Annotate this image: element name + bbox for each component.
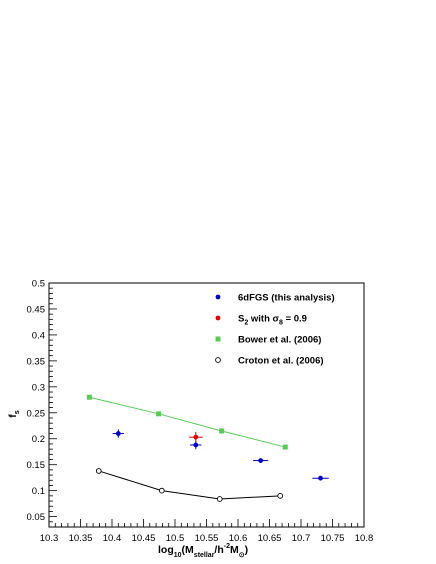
y-tick-label: 0.5: [32, 279, 45, 290]
y-tick-label: 0.25: [27, 408, 46, 419]
series-line: [89, 396, 286, 448]
y-tick-label: 0.05: [27, 512, 46, 523]
series-2: [86, 394, 288, 450]
y-tick-label: 0.1: [32, 486, 45, 497]
series-1: [188, 431, 203, 443]
y-axis-title-base: f: [7, 414, 19, 418]
legend-label-part: with: [248, 314, 272, 325]
x-axis-title-open: (M: [182, 544, 194, 556]
legend-label: Bower et al. (2006): [238, 335, 321, 346]
x-tick-label: 10.35: [69, 533, 93, 544]
legend-item-3: Croton et al. (2006): [215, 356, 324, 367]
y-tick-label: 0.45: [27, 304, 46, 315]
axis-tick-labels: 10.3 10.35 10.4 10.45 10.5 10.55 10.6 10.65 10.7…: [27, 279, 374, 545]
x-tick-label: 10.5: [166, 533, 185, 544]
legend-label-part: 2: [244, 320, 248, 327]
legend: 6dFGS (this analysis) S2 with σ8 = 0.9 Bow…: [215, 293, 335, 367]
series-3: [95, 468, 284, 502]
x-tick-label: 10.6: [229, 533, 248, 544]
data-point: [277, 493, 284, 499]
y-axis-title: fs: [7, 410, 21, 418]
data-point: [86, 394, 92, 400]
y-tick-label: 0.35: [27, 356, 46, 367]
x-tick-label: 10.8: [355, 533, 374, 544]
x-tick-label: 10.7: [292, 533, 311, 544]
legend-marker: [215, 294, 221, 300]
x-tick-label: 10.3: [40, 533, 59, 544]
legend-label: Croton et al. (2006): [238, 356, 324, 367]
x-axis-title-exp: -2: [224, 543, 230, 550]
legend-label-part: σ: [273, 314, 280, 325]
legend-label-part: 8: [279, 320, 283, 327]
x-axis-title-close: ): [245, 544, 249, 556]
x-axis-title-mid: /h: [214, 544, 223, 556]
data-point: [318, 475, 323, 481]
data-point: [193, 442, 199, 448]
x-tick-label: 10.75: [321, 533, 345, 544]
x-axis-title-m2: M: [230, 544, 239, 556]
y-axis-title-sub: s: [14, 410, 21, 414]
legend-marker: [215, 357, 221, 363]
series-0: [112, 429, 329, 481]
plot-frame: [48, 282, 365, 528]
y-tick-label: 0.2: [32, 434, 45, 445]
data-series: [86, 394, 329, 502]
legend-label-part: S: [238, 314, 244, 325]
x-axis-title: log10(Mstellar/h-2M⊙): [158, 543, 248, 559]
data-point: [193, 434, 199, 440]
legend-item-2: Bower et al. (2006): [215, 335, 321, 346]
y-tick-label: 0.15: [27, 460, 46, 471]
data-point: [158, 487, 165, 494]
y-tick-label: 0.3: [32, 382, 45, 393]
x-axis-title-base-sub: 10: [174, 552, 182, 559]
legend-label: S2 with σ8 = 0.9: [238, 314, 307, 327]
data-point: [156, 411, 162, 417]
x-tick-label: 10.4: [103, 533, 122, 544]
plot-frame-rect: [48, 282, 365, 528]
x-tick-label: 10.45: [132, 533, 156, 544]
legend-item-1: S2 with σ8 = 0.9: [215, 314, 307, 327]
legend-marker: [215, 336, 221, 342]
legend-label: 6dFGS (this analysis): [238, 293, 335, 304]
legend-label-part: = 0.9: [283, 314, 307, 325]
data-point: [115, 431, 121, 436]
data-point: [282, 444, 288, 450]
x-tick-label: 10.55: [195, 533, 219, 544]
data-point: [95, 468, 102, 474]
x-axis-title-m-sub: stellar: [194, 552, 215, 559]
x-axis-title-sun: ⊙: [239, 552, 245, 559]
data-point: [219, 428, 225, 434]
y-tick-label: 0.4: [32, 330, 45, 341]
axis-ticks: [48, 282, 365, 528]
x-tick-label: 10.65: [258, 533, 282, 544]
data-point: [216, 496, 223, 502]
data-point: [258, 458, 264, 463]
x-axis-title-base: log: [158, 544, 174, 556]
legend-item-0: 6dFGS (this analysis): [215, 293, 335, 304]
series-line: [98, 470, 281, 500]
legend-marker: [215, 315, 221, 321]
